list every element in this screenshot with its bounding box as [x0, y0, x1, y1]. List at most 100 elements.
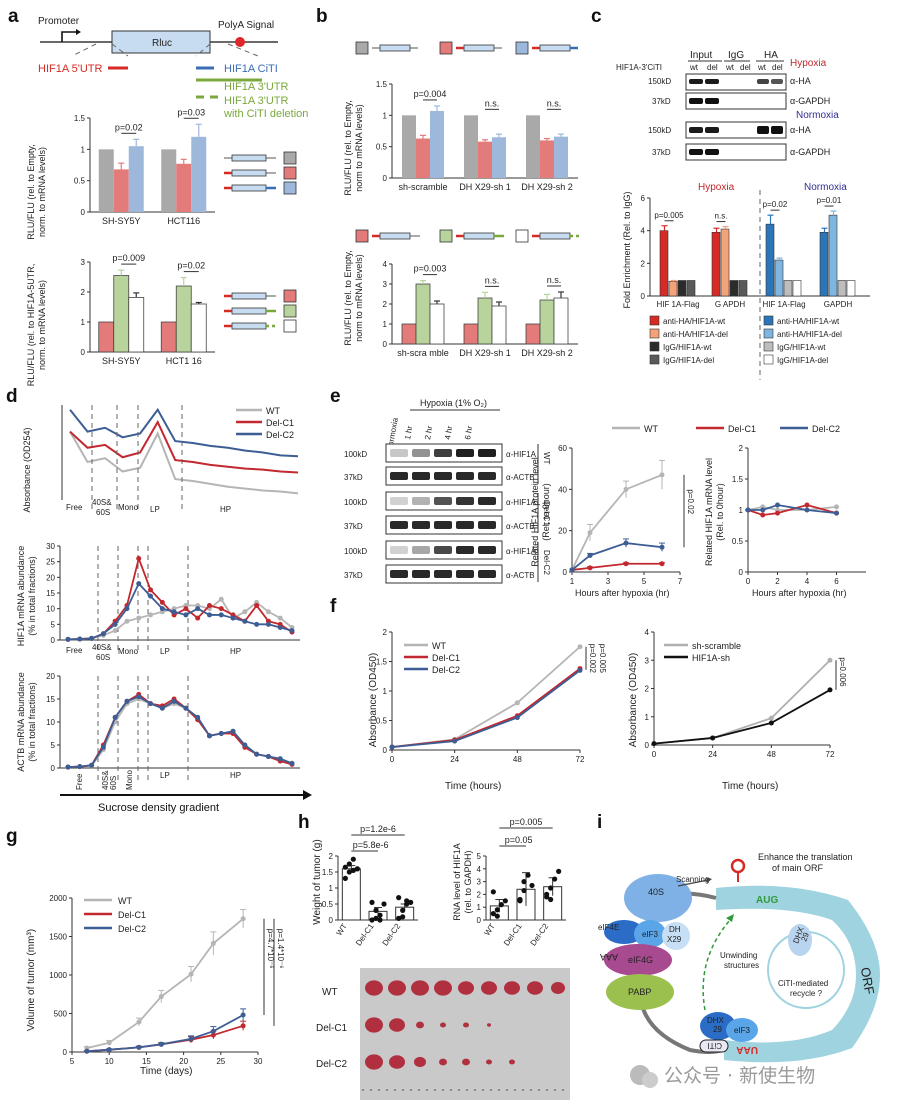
chart-a-top-bar — [128, 146, 144, 212]
e-time-4: 6 hr — [463, 425, 474, 440]
panel-label-e: e — [330, 386, 341, 407]
chart-b-top-sig-label: n.s. — [485, 98, 500, 108]
c-input-label: Input — [690, 50, 712, 61]
chart-d-actb-fraction-label: 40S& — [101, 770, 110, 790]
chart-d-hif-fraction-label: LP — [160, 647, 170, 656]
chart-d-hif-ytick-label: 20 — [46, 573, 55, 582]
chart-h-rna-xtick-label: WT — [482, 922, 497, 937]
chart-e-mrna: 0 0.5 1 1.5 2 0 2 4 6 — [732, 444, 866, 586]
chart-d-actb-fraction-label: Mono — [125, 769, 134, 790]
chart-d-actb-2-point — [254, 751, 260, 757]
chart-c-bar — [720, 228, 730, 297]
chart-f1-xtick-label: 0 — [390, 755, 395, 764]
chart-f2-s0-point — [827, 657, 833, 663]
chart-c-bar — [738, 280, 748, 297]
chart-h-weight-dot — [404, 898, 410, 904]
chart-e-mrna-s2-point — [804, 507, 810, 513]
d-fraction-label: 60S — [96, 508, 110, 517]
i-eif4e-label: eIF4E — [598, 923, 619, 932]
chart-e-mrna-s2-point — [760, 507, 766, 513]
mini-rluc — [231, 307, 267, 315]
chart-d-hif-2-point — [148, 593, 154, 599]
chart-e-prot-ytick-label: 0 — [563, 568, 568, 577]
i-eif3-label: eIF3 — [642, 930, 659, 939]
c-del-3: del — [772, 63, 783, 72]
chart-b-top-xtick-label: DH X29-sh 2 — [521, 182, 573, 192]
chart-a-top-ytick-label: 0 — [81, 208, 86, 217]
i-eif4e — [604, 920, 644, 944]
chart-d-hif-ytick-label: 15 — [46, 589, 55, 598]
chart-f1-s1-line — [391, 667, 581, 748]
c-legend-label: IgG/HIF1A-del — [777, 356, 828, 365]
chart-a-top-xtick-label: HCT116 — [167, 216, 200, 226]
i-recycle-2: recycle ? — [790, 989, 823, 998]
chart-d-actb-fraction-label: LP — [160, 771, 170, 780]
chart-a-top-xtick-label: SH-SY5Y — [102, 216, 141, 226]
a-top-ylabel-2: norm. to mRNA levels) — [37, 147, 47, 237]
d-abs-0-line — [69, 431, 299, 495]
watermark: 公众号 · 新使生物 — [630, 1065, 815, 1088]
h-w-ylabel: Weight of tumor (g) — [312, 839, 323, 924]
i-eif3-bottom — [726, 1018, 758, 1042]
chart-d-hif-1-point — [159, 599, 165, 605]
chart-h-rna-ytick-label: 4 — [477, 865, 482, 874]
chart-b-bot-ytick-label: 1 — [383, 320, 388, 329]
panel-label-d: d — [6, 386, 18, 407]
chart-c-ytick-label: 6 — [641, 194, 646, 203]
e-hypoxia-label: Hypoxia (1% O₂) — [420, 398, 487, 408]
chart-d-hif-fraction-label: HP — [230, 647, 241, 656]
e-mrna-ylabel-2: (Rel. to 0hour) — [715, 483, 725, 541]
chart-f1: 0 0.5 1 1.5 2 0 24 48 72 p=0.002 p=0.005 — [376, 628, 607, 764]
chart-b-bot-xtick-label: DH X29-sh 2 — [521, 348, 573, 358]
chart-h-weight-ytick-label: 1 — [329, 884, 334, 893]
chart-h-weight-ytick-label: 0.5 — [322, 900, 334, 909]
chart-h-weight-dot — [400, 907, 406, 914]
panel-label-i: i — [597, 812, 602, 833]
c-legend-label: IgG/HIF1A-del — [663, 356, 714, 365]
c-mw150-2: 150kD — [648, 126, 671, 135]
i-hairpin-icon — [730, 858, 746, 874]
i-eif4g-label: eIF4G — [628, 955, 653, 965]
chart-d-actb-0-line — [67, 698, 293, 768]
chart-b-bot-bar — [415, 283, 431, 345]
c-ylabel: Fold Enrichment (Rel. to IgG) — [622, 191, 632, 308]
rluc-box — [111, 30, 211, 54]
b-mini-rluc — [463, 232, 495, 240]
c-legend-swatch — [649, 354, 660, 365]
chart-d-hif-2-point — [265, 621, 271, 627]
chart-f1-s2-point — [577, 667, 583, 673]
chart-f1-ytick-label: 0.5 — [376, 717, 388, 726]
band — [705, 98, 719, 104]
c-chart-hypoxia: Hypoxia — [698, 182, 735, 193]
chart-c-bar — [711, 232, 721, 297]
c-del-2: del — [740, 63, 751, 72]
b-swatch — [515, 229, 529, 243]
e-band — [434, 449, 452, 457]
chart-b-bot-xtick-label: sh-scra mble — [397, 348, 449, 358]
a-top-ylabel-1: RLU/FLU (rel. to Empty, — [26, 144, 36, 239]
chart-h-weight-ytick-label: 0 — [329, 916, 334, 925]
promoter-arrowhead-icon — [76, 29, 81, 35]
e-band — [390, 449, 408, 457]
chart-d-actb-2-point — [77, 764, 83, 770]
chart-c-bar — [765, 223, 775, 297]
chart-d-actb-2-point — [230, 728, 236, 734]
chart-e-mrna-ytick-label: 0 — [739, 568, 744, 577]
e-band — [412, 546, 430, 554]
c-normoxia-label: Normoxia — [796, 110, 839, 121]
utr5-guide — [71, 43, 97, 57]
chart-c-xtick-label: HIF 1A-Flag — [656, 300, 699, 309]
i-orf-arc — [716, 885, 880, 1063]
chart-h-weight-dot — [342, 864, 348, 870]
chart-f1-s0-point — [577, 644, 583, 650]
mini-rluc — [231, 292, 267, 300]
chart-d-hif-1-point — [218, 606, 224, 612]
c-ha-label: HA — [764, 50, 778, 61]
chart-e-prot-s1-line — [571, 562, 662, 571]
chart-d-hif-1-point — [148, 587, 154, 593]
panel-label-g: g — [6, 826, 18, 847]
chart-e-mrna-s2-point — [834, 510, 839, 516]
chart-h-weight-xtick-label: WT — [334, 922, 349, 937]
b-swatch — [439, 41, 453, 55]
e-band — [390, 497, 408, 505]
